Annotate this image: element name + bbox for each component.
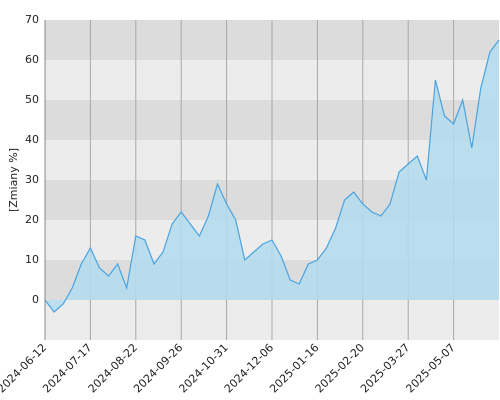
line	[44, 39, 500, 313]
y-tick-label: 60	[25, 53, 39, 66]
area	[45, 40, 499, 312]
y-axis-label: [Zmiany %]	[7, 148, 20, 212]
y-tick-label: 70	[25, 13, 39, 26]
y-tick-label: 30	[25, 173, 39, 186]
x-tick-label: 2025-05-07	[403, 341, 457, 395]
y-tick-label: 0	[32, 293, 39, 306]
y-tick-label: 40	[25, 133, 39, 146]
y-tick-label: 10	[25, 253, 39, 266]
y-tick-label: 20	[25, 213, 39, 226]
y-tick-label: 50	[25, 93, 39, 106]
